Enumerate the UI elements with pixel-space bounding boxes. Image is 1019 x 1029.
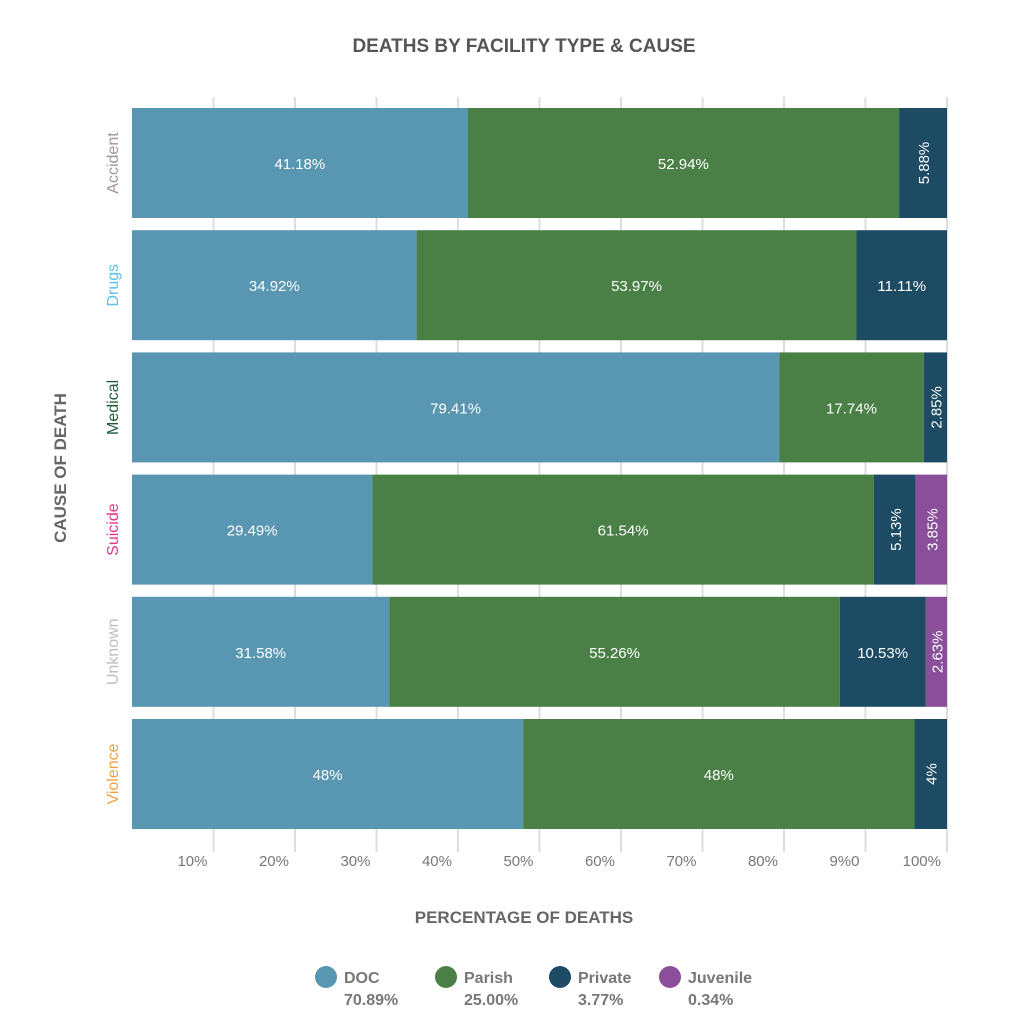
x-tick-label: 80% <box>748 853 778 870</box>
legend-label: Parish <box>464 970 513 987</box>
bar-segment-doc <box>132 230 417 341</box>
legend-marker-private <box>549 966 571 988</box>
data-label: 5.88% <box>916 142 933 185</box>
x-tick-label: 20% <box>259 853 289 870</box>
y-category-label: Suicide <box>105 503 122 556</box>
x-tick-label: 10% <box>177 853 207 870</box>
y-category-label: Violence <box>105 743 122 804</box>
y-axis-label: CAUSE OF DEATH <box>51 393 70 543</box>
legend-label: Juvenile <box>688 970 752 987</box>
y-category-label: Accident <box>105 132 122 194</box>
data-label: 61.54% <box>598 523 649 540</box>
data-label: 2.85% <box>928 386 945 429</box>
data-label: 31.58% <box>235 645 286 662</box>
data-label: 41.18% <box>274 156 325 173</box>
legend-total: 25.00% <box>464 992 518 1009</box>
legend-marker-doc <box>315 966 337 988</box>
legend-marker-juvenile <box>659 966 681 988</box>
x-axis-label: PERCENTAGE OF DEATHS <box>415 908 634 927</box>
y-category-label: Drugs <box>105 264 122 307</box>
data-label: 3.85% <box>924 508 941 551</box>
x-tick-label: 100% <box>903 853 941 870</box>
bar-segment-private <box>839 596 926 707</box>
legend-total: 0.34% <box>688 992 733 1009</box>
bar-segment-doc <box>132 474 373 585</box>
bar-segment-parish <box>467 108 900 218</box>
data-label: 55.26% <box>589 645 640 662</box>
data-label: 29.49% <box>227 523 278 540</box>
legend-label: Private <box>578 970 631 987</box>
bar-segment-doc <box>132 596 390 707</box>
x-tick-label: 40% <box>422 853 452 870</box>
bar-segment-doc <box>132 719 524 829</box>
data-label: 17.74% <box>826 400 877 417</box>
data-label: 5.13% <box>888 508 905 551</box>
legend-label: DOC <box>344 970 380 987</box>
legend-total: 70.89% <box>344 992 398 1009</box>
data-label: 79.41% <box>430 400 481 417</box>
bar-segment-parish <box>416 230 857 341</box>
legend-marker-parish <box>435 966 457 988</box>
data-label: 48% <box>313 767 343 784</box>
x-tick-label: 60% <box>585 853 615 870</box>
y-category-label: Unknown <box>105 618 122 685</box>
bar-segment-doc <box>132 352 780 463</box>
bar-segment-private <box>914 719 947 829</box>
bar-segment-parish <box>389 596 840 707</box>
bar-segment-doc <box>132 108 468 218</box>
data-label: 4% <box>924 763 941 785</box>
bar-segment-private <box>923 352 947 463</box>
bar-segment-private <box>856 230 947 341</box>
data-label: 48% <box>704 767 734 784</box>
x-tick-label: 30% <box>340 853 370 870</box>
data-label: 52.94% <box>658 156 709 173</box>
x-tick-label: 50% <box>503 853 533 870</box>
bar-segment-parish <box>523 719 915 829</box>
x-tick-label: 9%0 <box>829 853 859 870</box>
chart-title: DEATHS BY FACILITY TYPE & CAUSE <box>352 36 695 57</box>
bar-segment-parish <box>779 352 924 463</box>
data-label: 11.11% <box>877 278 926 295</box>
bar-segment-private <box>873 474 916 585</box>
data-label: 2.63% <box>929 631 946 674</box>
data-label: 53.97% <box>611 278 662 295</box>
bar-segment-parish <box>372 474 874 585</box>
bar-segment-juvenile <box>915 474 948 585</box>
y-category-label: Medical <box>105 380 122 435</box>
x-tick-label: 70% <box>666 853 696 870</box>
bar-segment-private <box>899 108 947 218</box>
bar-segment-juvenile <box>925 596 947 707</box>
data-label: 34.92% <box>249 278 300 295</box>
data-label: 10.53% <box>857 645 908 662</box>
legend-total: 3.77% <box>578 992 623 1009</box>
